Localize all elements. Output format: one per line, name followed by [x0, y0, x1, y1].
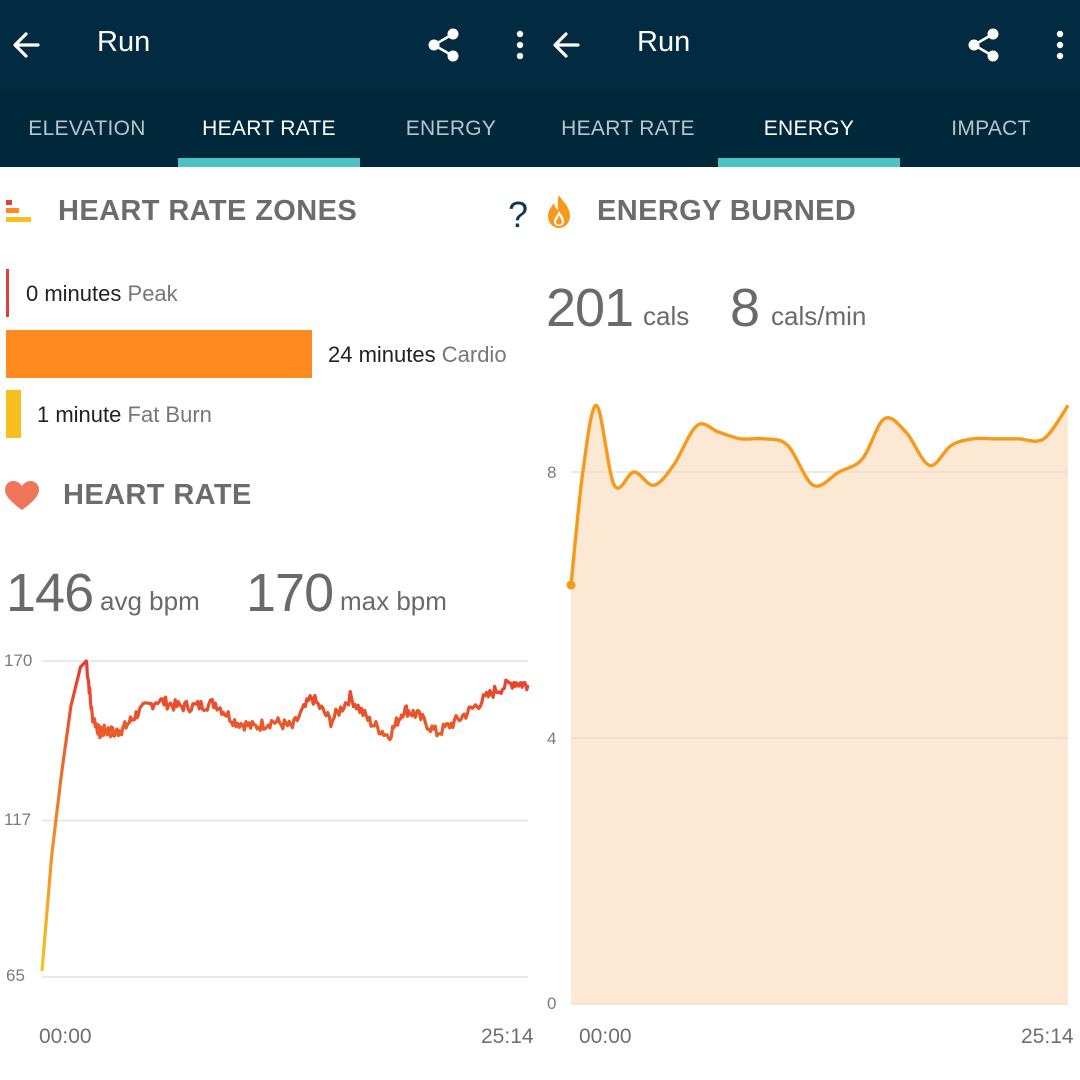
zone-cardio-amount: 24 minutes — [328, 342, 436, 367]
heart-icon — [5, 481, 39, 510]
y-tick-8: 8 — [547, 463, 557, 482]
app-bar: Run — [540, 0, 1080, 90]
cals-value: 201 — [546, 278, 634, 338]
help-icon[interactable]: ? — [508, 194, 529, 235]
x-start-label: 00:00 — [579, 1025, 632, 1048]
tab-elevation[interactable]: ELEVATION — [28, 117, 146, 140]
x-end-label: 25:14 — [481, 1025, 534, 1048]
avg-bpm-value: 146 — [6, 563, 94, 623]
x-end-label: 25:14 — [1021, 1025, 1074, 1048]
tab-energy[interactable]: ENERGY — [718, 90, 900, 167]
zone-cardio-bar — [6, 330, 312, 378]
zones-title: HEART RATE ZONES — [58, 195, 358, 227]
more-vertical-icon[interactable] — [505, 25, 535, 65]
zone-fat-burn-label: Fat Burn — [127, 402, 212, 427]
energy-series-line — [569, 403, 1070, 586]
zone-cardio-label: Cardio — [441, 342, 507, 367]
more-vertical-icon[interactable] — [1045, 25, 1075, 65]
heart-rate-screen: Run ELEVATION HEART RATE ENERGY HEART RA… — [0, 0, 540, 1048]
tab-bar: ELEVATION HEART RATE ENERGY — [0, 90, 540, 167]
y-tick-65: 65 — [6, 966, 25, 985]
cals-per-min-value: 8 — [730, 278, 760, 338]
zone-peak-amount: 0 minutes — [26, 281, 122, 306]
energy-chart — [566, 403, 1070, 1005]
back-arrow-icon[interactable] — [548, 25, 588, 65]
energy-start-point — [566, 580, 576, 590]
zone-fat-burn-amount: 1 minute — [37, 402, 122, 427]
page-title: Run — [97, 26, 151, 58]
zone-fat-burn-bar — [6, 390, 21, 438]
bar-zones-icon — [6, 200, 31, 222]
zone-cardio: 24 minutes Cardio — [328, 342, 507, 368]
page-title: Run — [637, 26, 691, 58]
tab-heart-rate[interactable]: HEART RATE — [561, 117, 695, 140]
flame-icon — [548, 195, 570, 228]
avg-bpm-unit: avg bpm — [100, 586, 200, 616]
energy-screen: Run HEART RATE ENERGY IMPACT ENERGY BURN… — [540, 0, 1080, 1080]
share-icon[interactable] — [424, 25, 464, 65]
zone-fat-burn: 1 minute Fat Burn — [37, 402, 212, 428]
x-start-label: 00:00 — [39, 1025, 92, 1048]
zone-peak-bar — [6, 269, 9, 317]
heart-rate-series-line — [40, 659, 530, 972]
energy-title: ENERGY BURNED — [597, 195, 857, 227]
share-icon[interactable] — [964, 25, 1004, 65]
tab-heart-rate[interactable]: HEART RATE — [178, 90, 360, 167]
app-bar: Run — [0, 0, 540, 90]
heart-rate-title: HEART RATE — [63, 479, 252, 511]
zone-peak-label: Peak — [127, 281, 178, 306]
heart-rate-chart — [40, 659, 530, 978]
y-tick-4: 4 — [547, 729, 557, 748]
cals-unit: cals — [643, 301, 690, 331]
y-tick-0: 0 — [547, 994, 557, 1013]
back-arrow-icon[interactable] — [8, 25, 48, 65]
max-bpm-value: 170 — [246, 563, 334, 623]
max-bpm-unit: max bpm — [340, 586, 447, 616]
y-tick-170: 170 — [4, 651, 33, 670]
tab-impact[interactable]: IMPACT — [951, 117, 1031, 140]
energy-area-fill — [571, 405, 1068, 1004]
zone-peak: 0 minutes Peak — [26, 281, 178, 307]
tab-bar: HEART RATE ENERGY IMPACT — [540, 90, 1080, 167]
y-tick-117: 117 — [4, 810, 32, 829]
cals-per-min-unit: cals/min — [771, 301, 867, 331]
tab-energy[interactable]: ENERGY — [405, 117, 497, 140]
